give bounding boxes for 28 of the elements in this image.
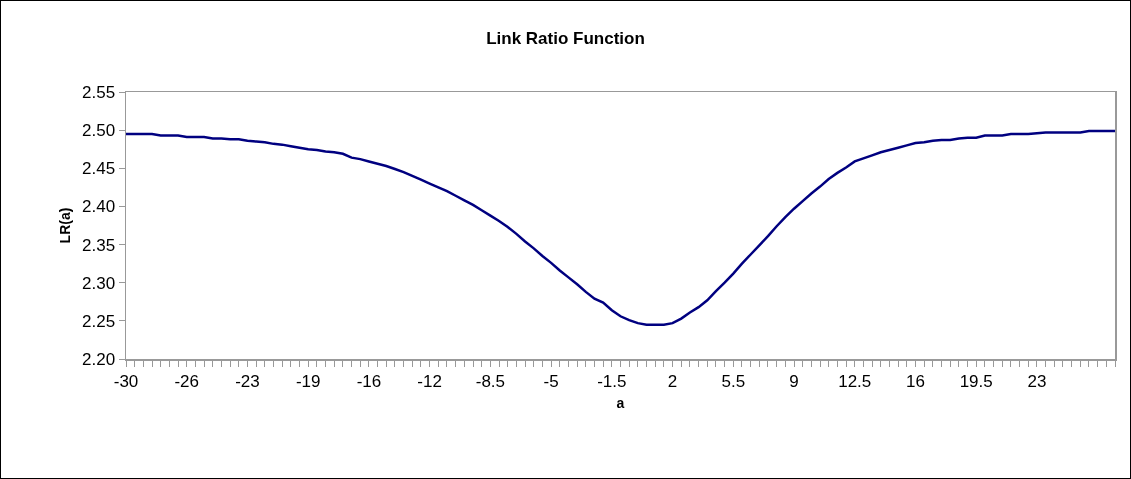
x-tick-label: 2: [667, 371, 678, 391]
x-tick-label: 23: [1027, 371, 1047, 391]
x-tick-label: -19: [295, 371, 321, 391]
x-tick-label: -26: [174, 371, 200, 391]
y-axis-title: LR(a): [56, 207, 73, 244]
x-tick-label: 9: [789, 371, 799, 391]
y-tick-label: 2.40: [82, 197, 116, 217]
chart-title: Link Ratio Function: [486, 28, 645, 48]
y-tick-label: 2.35: [82, 235, 116, 255]
x-tick-label: 12.5: [838, 371, 872, 391]
x-tick-label: -16: [356, 371, 382, 391]
y-tick-label: 2.20: [82, 349, 116, 369]
x-tick-label: -12: [417, 371, 442, 391]
x-tick-label: -30: [113, 371, 139, 391]
x-axis-title: a: [616, 394, 625, 411]
x-tick-label: -1.5: [597, 371, 627, 391]
y-tick-label: 2.55: [82, 82, 116, 102]
x-tick-label: -23: [235, 371, 260, 391]
x-tick-label: -5: [543, 371, 559, 391]
y-tick-label: 2.50: [82, 121, 116, 141]
x-tick-label: 5.5: [721, 371, 746, 391]
y-tick-label: 2.25: [82, 311, 116, 331]
x-tick-label: 16: [906, 371, 925, 391]
y-tick-label: 2.45: [82, 159, 116, 179]
x-tick-label: -8.5: [475, 371, 506, 391]
x-tick-label: 19.5: [959, 371, 993, 391]
line-series: [126, 129, 1115, 326]
y-tick-label: 2.30: [82, 273, 116, 293]
